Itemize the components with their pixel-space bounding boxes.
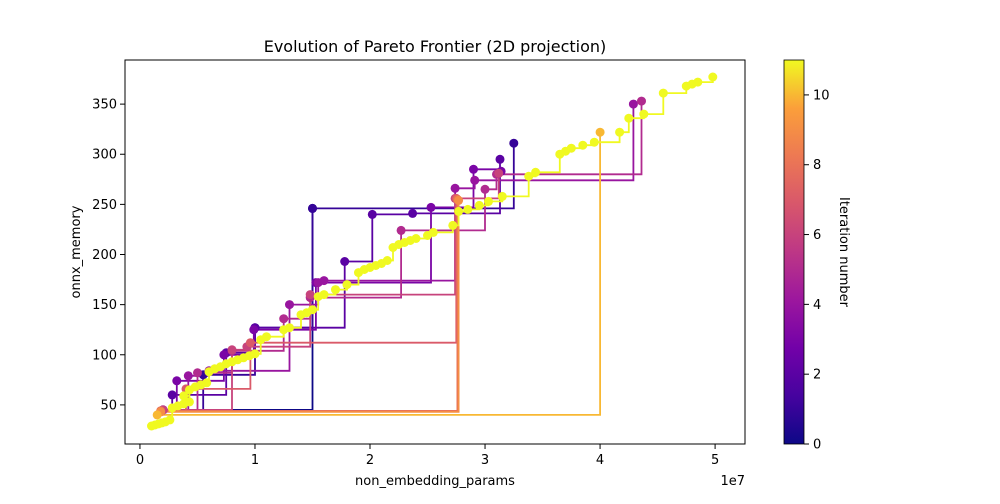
- colorbar-tick-label: 4: [813, 298, 821, 313]
- data-point-iter-5: [279, 314, 289, 324]
- data-point-iter-11: [448, 220, 458, 230]
- x-tick-label: 0: [136, 453, 144, 468]
- colorbar-tick-label: 6: [813, 228, 821, 243]
- y-axis-label: onnx_memory: [69, 205, 84, 298]
- data-point-iter-3: [219, 350, 229, 360]
- data-point-iter-9: [454, 195, 464, 205]
- axes-frame: [124, 59, 746, 445]
- x-axis-label: non_embedding_params: [355, 474, 515, 489]
- y-tick-label: 250: [92, 198, 117, 213]
- y-tick-label: 300: [92, 148, 117, 163]
- y-tick-label: 150: [92, 298, 117, 313]
- y-tick-label: 50: [100, 398, 117, 413]
- data-point-iter-11: [624, 113, 634, 123]
- data-point-iter-11: [262, 332, 271, 342]
- data-point-iter-1: [308, 203, 317, 213]
- data-point-iter-11: [382, 256, 392, 265]
- data-point-iter-11: [285, 323, 294, 333]
- frontier-line-iter-11: [151, 77, 714, 427]
- colorbar-tick-label: 10: [813, 88, 830, 103]
- data-point-iter-11: [184, 397, 194, 407]
- data-point-iter-11: [474, 200, 484, 210]
- y-axis: 50 100 150 200 250 300 350: [92, 98, 125, 413]
- data-point-iter-11: [497, 191, 507, 201]
- x-tick-label: 5: [711, 453, 719, 468]
- colorbar: 0 2 4 6 8 10 Iteration number: [783, 59, 851, 453]
- data-point-iter-11: [639, 109, 649, 119]
- data-point-iter-4: [450, 183, 460, 193]
- data-point-iter-11: [454, 206, 464, 216]
- data-point-iter-11: [566, 143, 576, 153]
- data-point-iter-4: [319, 276, 329, 286]
- data-point-iter-11: [693, 77, 703, 87]
- data-point-iter-4: [628, 99, 638, 109]
- x-tick-label: 2: [366, 453, 374, 468]
- colorbar-tick-label: 2: [813, 368, 821, 383]
- colorbar-tick-label: 8: [813, 158, 821, 173]
- data-point-iter-4: [285, 300, 294, 310]
- data-point-iter-2: [340, 257, 350, 266]
- data-point-iter-11: [428, 227, 438, 237]
- x-axis: 0 1 2 3 4 5: [136, 444, 719, 468]
- data-point-iter-11: [308, 305, 317, 315]
- y-tick-label: 100: [92, 348, 117, 363]
- data-point-iter-2: [495, 154, 505, 164]
- data-point-iter-7: [245, 338, 255, 348]
- data-point-iter-11: [179, 391, 189, 401]
- data-point-iter-6: [227, 345, 237, 355]
- plot-area: [147, 72, 718, 431]
- data-point-iter-3: [249, 325, 259, 335]
- data-point-iter-2: [167, 390, 177, 400]
- colorbar-tick-label: 0: [813, 438, 821, 453]
- x-tick-label: 4: [596, 453, 604, 468]
- data-point-iter-10: [152, 410, 162, 420]
- data-point-iter-10: [595, 127, 605, 137]
- frontier-line-iter-8: [160, 199, 459, 412]
- data-point-iter-4: [470, 175, 480, 185]
- colorbar-gradient: [783, 59, 805, 445]
- data-point-iter-11: [531, 167, 541, 177]
- data-point-iter-1: [509, 138, 519, 148]
- data-point-iter-11: [463, 204, 473, 214]
- y-tick-label: 200: [92, 248, 117, 263]
- data-point-iter-5: [193, 368, 202, 378]
- data-point-iter-3: [469, 164, 478, 174]
- colorbar-label: Iteration number: [836, 197, 851, 308]
- data-point-iter-11: [708, 72, 718, 82]
- data-point-iter-11: [165, 415, 175, 425]
- data-point-iter-3: [426, 202, 436, 212]
- x-axis-offset-label: 1e7: [720, 474, 745, 489]
- data-point-iter-2: [367, 209, 377, 219]
- data-point-iter-11: [589, 137, 599, 147]
- data-point-iter-11: [331, 285, 340, 295]
- data-point-iter-11: [615, 127, 625, 137]
- data-point-iter-11: [578, 140, 588, 150]
- frontier-line-iter-6: [163, 173, 500, 411]
- frontier-line-iter-10: [157, 132, 601, 416]
- data-point-iter-11: [524, 171, 534, 181]
- data-point-iter-11: [202, 378, 212, 388]
- data-point-iter-6: [494, 168, 504, 178]
- data-point-iter-5: [480, 184, 490, 194]
- data-point-iter-11: [411, 234, 421, 243]
- data-point-iter-11: [319, 290, 329, 300]
- data-point-iter-5: [396, 225, 406, 235]
- data-point-iter-11: [342, 280, 352, 290]
- x-tick-label: 1: [251, 453, 259, 468]
- y-tick-label: 350: [92, 98, 117, 113]
- data-point-iter-11: [658, 88, 668, 98]
- frontier-line-iter-9: [160, 200, 460, 413]
- data-point-iter-11: [484, 196, 493, 206]
- data-point-iter-3: [172, 376, 182, 386]
- data-point-iter-6: [305, 290, 315, 300]
- data-point-iter-2: [408, 208, 418, 218]
- x-tick-label: 3: [481, 453, 489, 468]
- data-point-iter-4: [183, 371, 193, 381]
- data-point-iter-11: [250, 349, 260, 359]
- chart-title: Evolution of Pareto Frontier (2D project…: [264, 37, 607, 56]
- data-point-iter-5: [637, 96, 646, 106]
